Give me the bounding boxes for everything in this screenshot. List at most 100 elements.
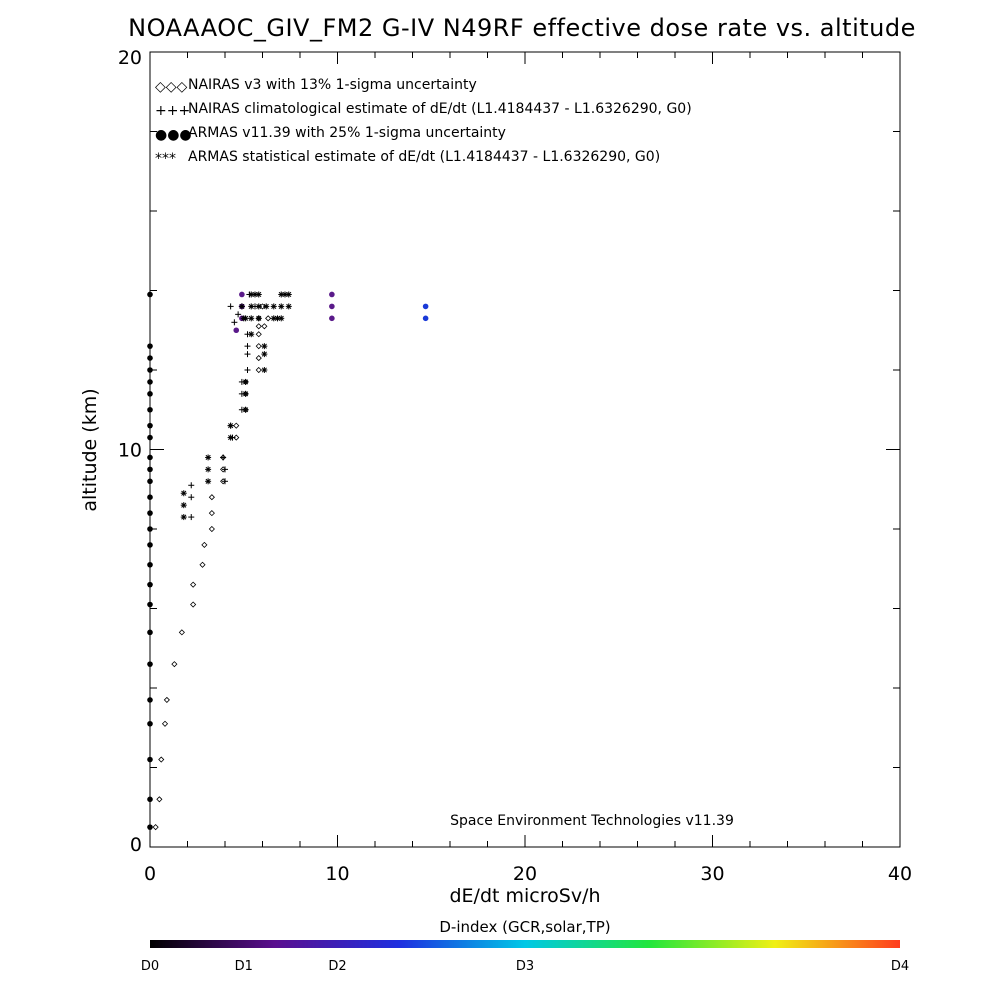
ast-d2 — [263, 303, 269, 309]
colorbar-title: D-index (GCR,solar,TP) — [439, 918, 610, 936]
nairas-climatological-point — [227, 303, 234, 310]
armas-point — [147, 478, 153, 485]
ast-d2 — [228, 423, 234, 429]
armas-point — [147, 561, 153, 568]
nairas-v3-point — [163, 696, 170, 703]
armas-statistical-point — [261, 351, 268, 358]
armas-statistical-point — [205, 454, 212, 461]
armas-statistical-point — [242, 390, 249, 397]
nairas-v3-point — [190, 581, 197, 588]
ast-d2 — [181, 490, 187, 496]
armas-point — [147, 510, 153, 516]
ast-d2 — [205, 466, 211, 472]
legend-marker: +++ — [155, 103, 190, 119]
x-tick-label: 20 — [513, 863, 537, 885]
x-tick-label: 10 — [325, 863, 349, 885]
ast-d2 — [271, 315, 277, 321]
armas-point — [422, 315, 429, 322]
armas-statistical-point — [180, 490, 187, 497]
armas-point — [147, 720, 153, 727]
nairas-climatological-point — [244, 343, 251, 350]
ast-d2 — [239, 303, 245, 309]
ast-d2 — [252, 291, 258, 298]
armas-statistical-point — [242, 406, 249, 413]
ast-d2 — [286, 291, 292, 298]
nairas-v3-point — [259, 303, 266, 310]
nairas-v3-point — [265, 315, 272, 322]
x-tick-label: 30 — [700, 863, 724, 885]
armas-point — [147, 355, 153, 361]
ast-d2 — [181, 514, 187, 520]
ast-d2 — [278, 303, 284, 309]
armas-point — [147, 824, 153, 830]
armas-point — [147, 367, 153, 373]
ast-d2 — [181, 502, 187, 508]
ast-d2 — [261, 343, 267, 349]
nairas-v3-point — [208, 494, 215, 501]
legend: ◇◇◇ NAIRAS v3 with 13% 1-sigma uncertaint… — [155, 77, 692, 167]
armas-point — [147, 391, 153, 397]
nairas-v3-point — [255, 366, 262, 374]
colorbar-label: D4 — [891, 959, 909, 974]
ast-d2 — [278, 291, 284, 298]
ast-d2 — [248, 315, 254, 321]
ast-d2 — [205, 454, 211, 461]
nairas-v3-point — [161, 720, 169, 727]
armas-statistical-point — [261, 367, 268, 373]
ast-d2 — [228, 435, 234, 441]
nairas-v3-point — [201, 541, 208, 548]
armas-statistical-point — [238, 303, 245, 310]
nairas-climatological-point — [188, 514, 195, 521]
armas-statistical-point — [255, 315, 262, 322]
armas-point — [147, 526, 153, 532]
axis-ticks — [149, 51, 901, 848]
armas-point — [147, 343, 153, 349]
ast-d2 — [278, 315, 284, 321]
ast-d2 — [261, 351, 267, 357]
chart-title: NOAAAOC_GIV_FM2 G-IV N49RF effective dos… — [128, 14, 916, 42]
armas-statistical-point — [248, 303, 255, 310]
armas-statistical-point — [180, 514, 187, 521]
armas-point — [147, 406, 153, 413]
armas-point — [147, 494, 153, 501]
ast-d2 — [248, 291, 254, 298]
legend-marker: ●●● — [155, 127, 192, 143]
armas-point — [329, 315, 335, 322]
nairas-v3-point — [158, 756, 165, 763]
ast-d2 — [271, 303, 277, 309]
armas-statistical-point — [278, 303, 285, 310]
nairas-climatological-point — [188, 482, 195, 489]
armas-point — [147, 697, 153, 703]
plot-frame — [149, 51, 901, 848]
nairas-v3-point — [233, 422, 240, 429]
armas-point — [147, 661, 153, 667]
legend-label: NAIRAS climatological estimate of dE/dt … — [188, 101, 692, 117]
ast-d2 — [261, 367, 267, 373]
colorbar-labels: D0 D1 D2 D3 D4 — [141, 959, 909, 974]
ast-d2 — [256, 291, 262, 298]
ast-d2 — [243, 407, 249, 413]
y-tick-label: 20 — [118, 47, 142, 69]
armas-statistical-point — [285, 291, 292, 298]
armas-point — [422, 303, 429, 310]
x-tick-label: 0 — [144, 863, 156, 885]
armas-point — [147, 629, 153, 636]
legend-marker: ◇◇◇ — [155, 79, 188, 95]
armas-statistical-point — [263, 303, 270, 310]
armas-statistical-point — [255, 291, 262, 298]
nairas-v3-point — [178, 629, 185, 636]
armas-point — [239, 291, 245, 298]
armas-point — [147, 581, 153, 588]
nairas-v3-point — [190, 601, 197, 608]
armas-point — [147, 454, 153, 461]
legend-marker: *** — [155, 151, 176, 167]
armas-point — [147, 601, 153, 608]
armas-statistical-point — [205, 466, 212, 473]
legend-label: NAIRAS v3 with 13% 1-sigma uncertainty — [188, 77, 477, 93]
nairas-v3-point — [255, 355, 262, 362]
colorbar-label: D2 — [328, 959, 346, 974]
colorbar-label: D0 — [141, 959, 159, 974]
armas-statistical-point — [248, 315, 255, 322]
nairas-climatological-point — [188, 494, 195, 501]
